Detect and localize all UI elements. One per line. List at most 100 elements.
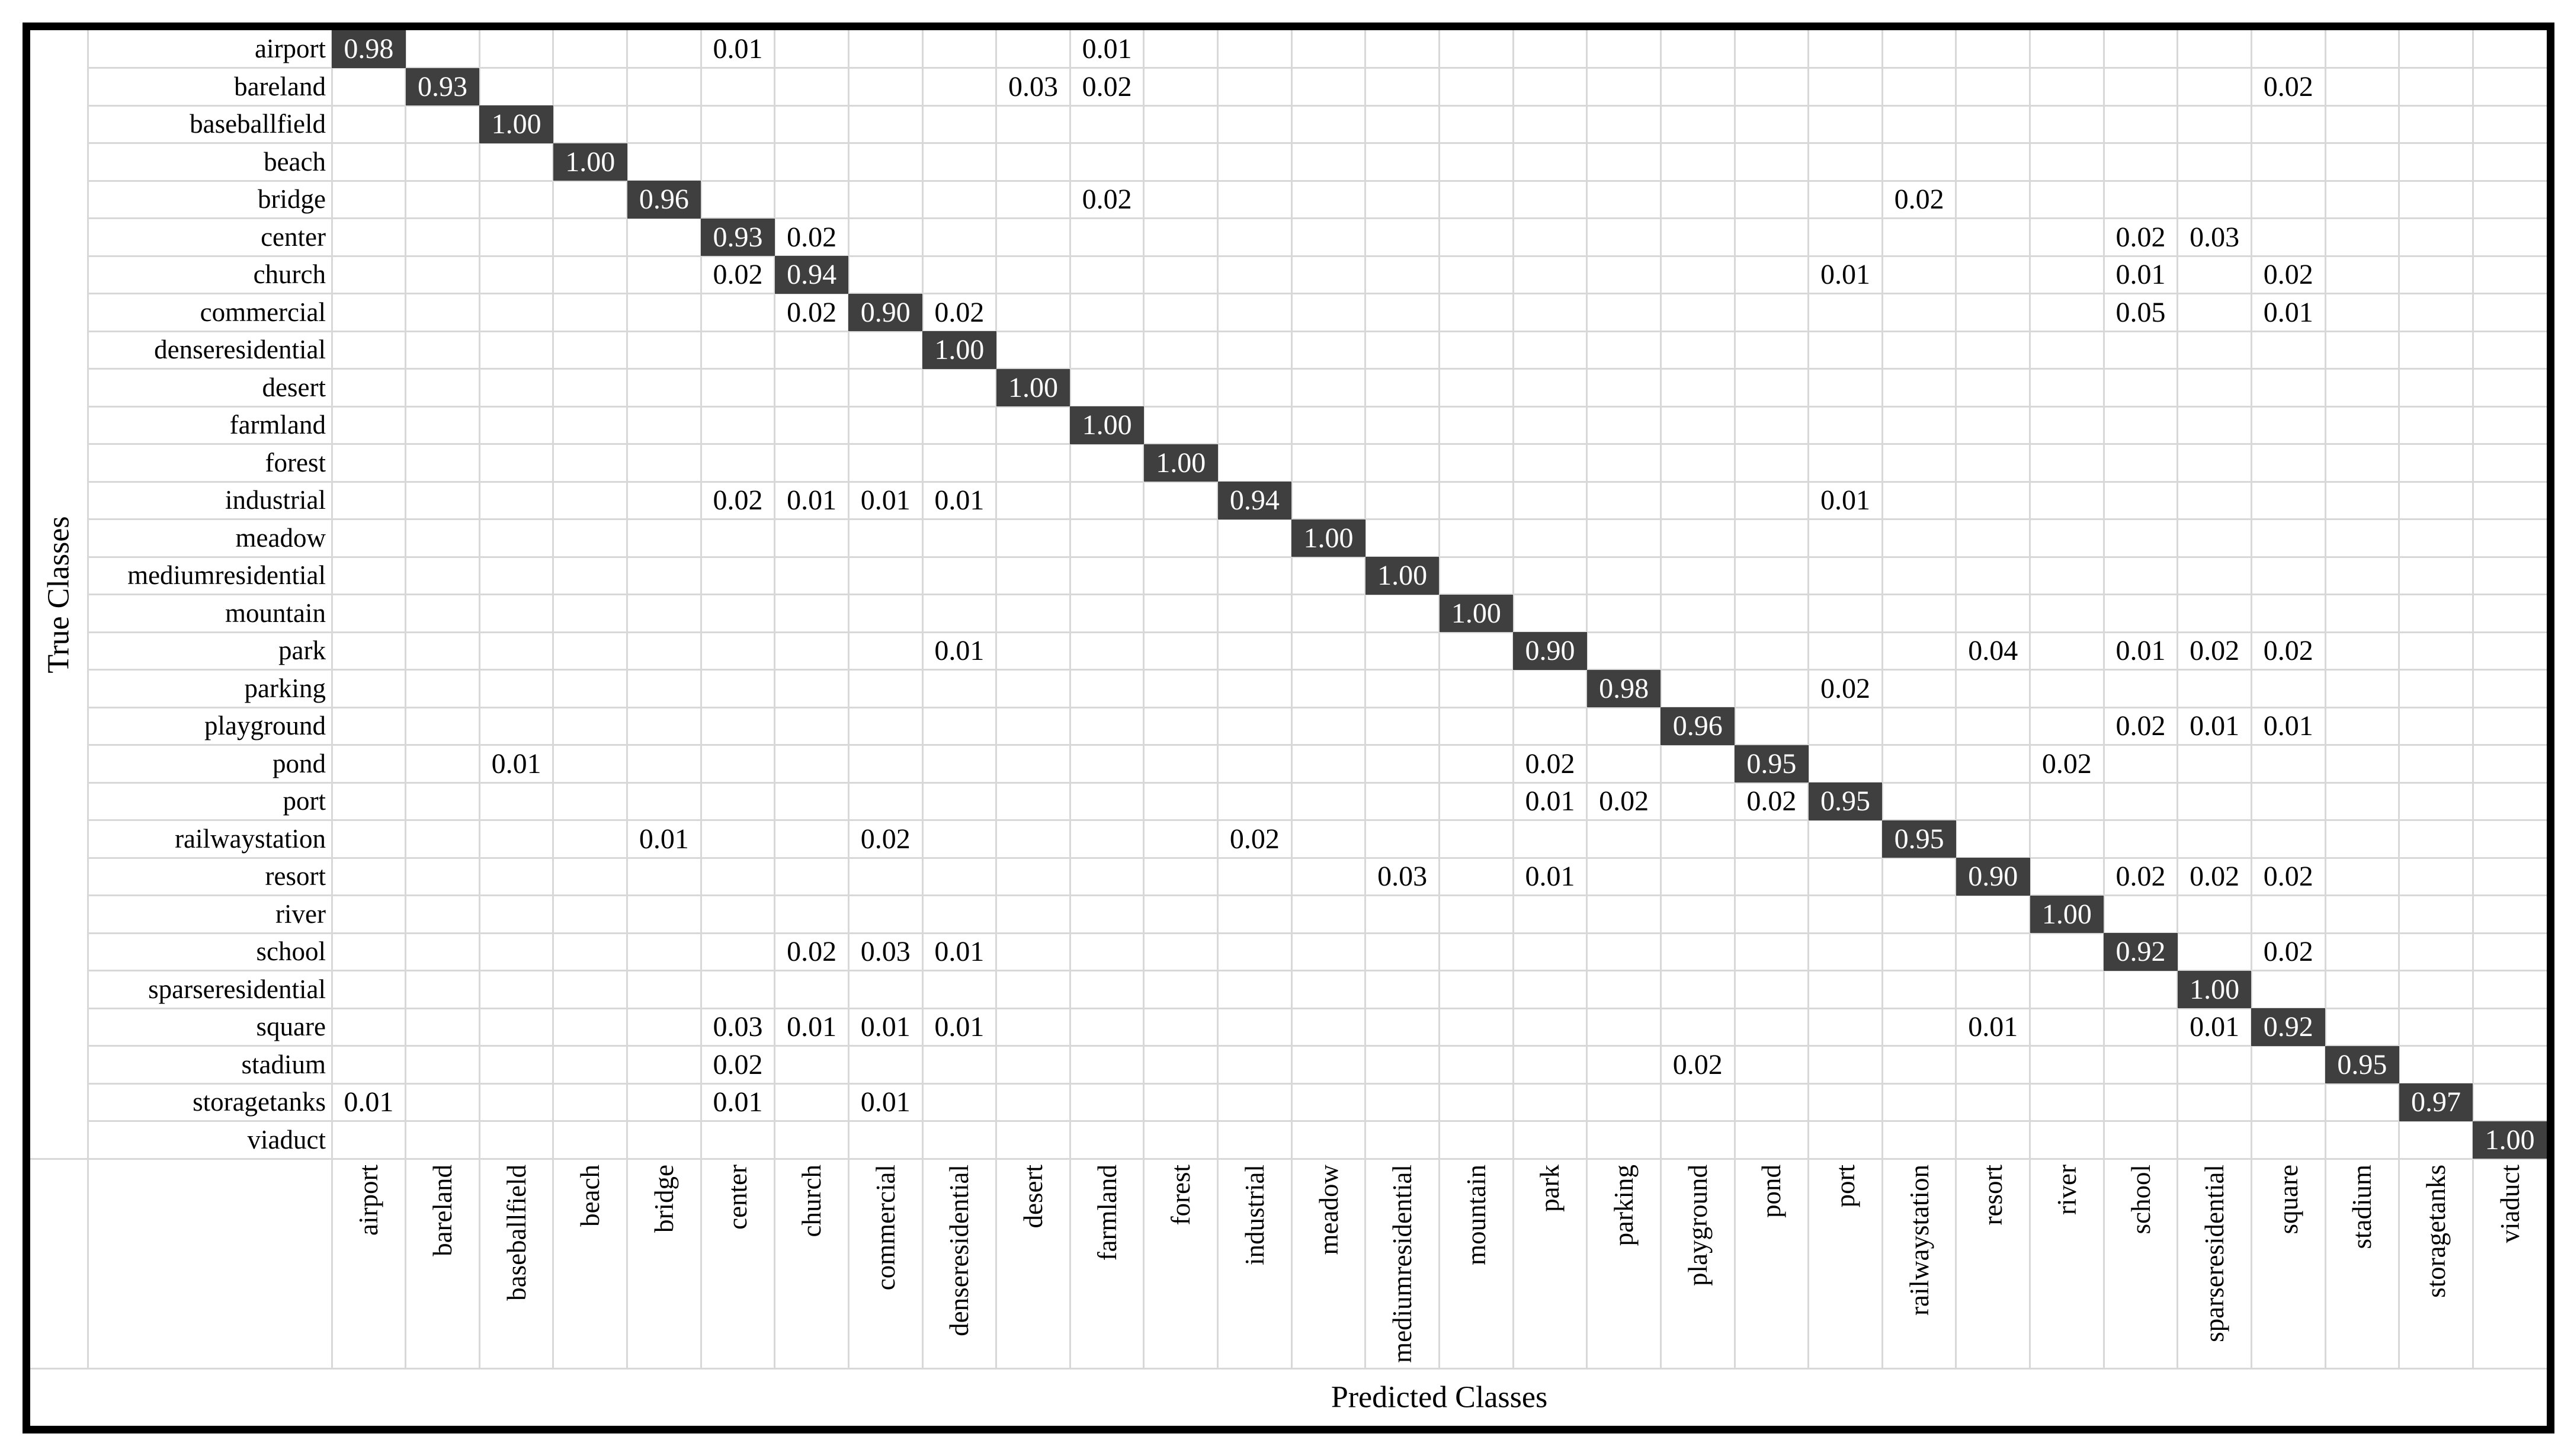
matrix-cell: 0.04 bbox=[1968, 635, 2018, 666]
gridline-horizontal bbox=[30, 1157, 2547, 1160]
matrix-cell: 0.03 bbox=[1008, 70, 1058, 102]
matrix-cell-diagonal: 1.00 bbox=[553, 143, 627, 181]
gridline-horizontal bbox=[30, 1367, 2547, 1370]
y-axis-title: True Classes bbox=[41, 515, 76, 674]
row-label: farmland bbox=[229, 410, 326, 440]
matrix-cell: 0.02 bbox=[713, 485, 763, 516]
matrix-cell: 0.01 bbox=[2115, 259, 2166, 290]
gridline-vertical bbox=[626, 30, 629, 1368]
matrix-cell: 0.02 bbox=[1082, 184, 1132, 215]
matrix-cell: 0.01 bbox=[713, 1086, 763, 1118]
column-label: resort bbox=[1978, 1165, 2008, 1226]
column-label: parking bbox=[1609, 1165, 1639, 1246]
gridline-vertical bbox=[2176, 30, 2179, 1368]
matrix-cell: 0.02 bbox=[2263, 70, 2313, 102]
gridline-horizontal bbox=[88, 1007, 2547, 1009]
matrix-cell-diagonal: 1.00 bbox=[1070, 406, 1144, 444]
gridline-horizontal bbox=[88, 669, 2547, 671]
column-label: storagetanks bbox=[2421, 1165, 2451, 1298]
column-label: meadow bbox=[1313, 1165, 1344, 1255]
matrix-cell: 0.02 bbox=[787, 936, 837, 967]
gridline-vertical bbox=[1069, 30, 1071, 1368]
row-label: bridge bbox=[258, 184, 326, 214]
matrix-cell: 0.02 bbox=[2041, 748, 2092, 780]
matrix-cell-diagonal: 1.00 bbox=[2473, 1121, 2547, 1159]
row-label: square bbox=[256, 1012, 326, 1041]
gridline-vertical bbox=[1807, 30, 1810, 1368]
gridline-vertical bbox=[2029, 30, 2031, 1368]
gridline-vertical bbox=[86, 30, 89, 1368]
row-label: church bbox=[253, 259, 326, 289]
gridline-horizontal bbox=[88, 255, 2547, 257]
row-label: resort bbox=[265, 861, 326, 891]
matrix-cell: 0.02 bbox=[1525, 748, 1575, 780]
gridline-horizontal bbox=[88, 405, 2547, 408]
gridline-vertical bbox=[2250, 30, 2252, 1368]
row-label: stadium bbox=[241, 1049, 326, 1079]
matrix-cell-diagonal: 1.00 bbox=[996, 368, 1070, 406]
gridline-vertical bbox=[995, 30, 998, 1368]
column-label: church bbox=[797, 1165, 827, 1237]
column-label: desert bbox=[1018, 1165, 1049, 1229]
matrix-cell-diagonal: 0.95 bbox=[2325, 1046, 2399, 1083]
row-label: sparseresidential bbox=[148, 974, 326, 1004]
x-axis-title: Predicted Classes bbox=[1331, 1380, 1548, 1414]
gridline-vertical bbox=[2102, 30, 2105, 1368]
column-label: pond bbox=[1756, 1165, 1787, 1218]
column-label: beach bbox=[575, 1165, 605, 1227]
row-label: mediumresidential bbox=[127, 560, 326, 590]
column-label: baseballfield bbox=[501, 1165, 531, 1301]
gridline-horizontal bbox=[88, 594, 2547, 595]
matrix-cell: 0.01 bbox=[860, 1011, 911, 1043]
column-label: square bbox=[2273, 1165, 2303, 1234]
column-label: bareland bbox=[427, 1165, 457, 1256]
column-label: denseresidential bbox=[944, 1165, 975, 1336]
column-label: port bbox=[1830, 1165, 1860, 1208]
matrix-cell-diagonal: 0.98 bbox=[1586, 669, 1661, 707]
gridline-horizontal bbox=[88, 104, 2547, 107]
matrix-cell: 0.02 bbox=[2263, 635, 2313, 666]
row-label: mountain bbox=[225, 598, 326, 628]
row-label: meadow bbox=[235, 522, 326, 553]
matrix-cell-diagonal: 0.96 bbox=[1661, 707, 1735, 745]
gridline-horizontal bbox=[88, 932, 2547, 934]
column-label: stadium bbox=[2347, 1165, 2377, 1249]
gridline-horizontal bbox=[88, 293, 2547, 294]
matrix-cell-diagonal: 0.90 bbox=[848, 293, 923, 331]
row-label: airport bbox=[255, 34, 326, 63]
gridline-horizontal bbox=[88, 1082, 2547, 1085]
gridline-vertical bbox=[1290, 30, 1293, 1368]
gridline-vertical bbox=[847, 30, 850, 1368]
gridline-vertical bbox=[331, 30, 333, 1368]
gridline-horizontal bbox=[88, 819, 2547, 821]
column-label: playground bbox=[1682, 1165, 1713, 1286]
matrix-cell-diagonal: 0.90 bbox=[1513, 632, 1587, 670]
matrix-cell: 0.01 bbox=[491, 748, 541, 780]
gridline-vertical bbox=[405, 30, 407, 1368]
matrix-cell: 0.03 bbox=[2190, 221, 2240, 253]
matrix-cell: 0.01 bbox=[2190, 710, 2240, 742]
gridline-vertical bbox=[552, 30, 554, 1368]
matrix-cell-diagonal: 0.95 bbox=[1882, 820, 1956, 858]
column-label: viaduct bbox=[2495, 1165, 2525, 1243]
matrix-cell: 0.02 bbox=[1894, 184, 1944, 215]
matrix-cell: 0.02 bbox=[2263, 936, 2313, 967]
row-label: parking bbox=[244, 673, 326, 703]
matrix-cell: 0.01 bbox=[1820, 485, 1870, 516]
gridline-vertical bbox=[2472, 30, 2474, 1368]
row-label: port bbox=[283, 786, 326, 816]
column-label: mountain bbox=[1461, 1165, 1491, 1265]
column-label: center bbox=[723, 1165, 753, 1230]
gridline-vertical bbox=[2398, 30, 2400, 1368]
matrix-cell: 0.01 bbox=[787, 1011, 837, 1043]
column-label: farmland bbox=[1092, 1165, 1122, 1261]
row-label: industrial bbox=[225, 485, 326, 515]
matrix-cell-diagonal: 0.92 bbox=[2104, 933, 2178, 971]
matrix-cell: 0.01 bbox=[1968, 1011, 2018, 1043]
matrix-cell: 0.01 bbox=[1820, 259, 1870, 290]
row-label: park bbox=[278, 636, 326, 665]
gridline-horizontal bbox=[88, 142, 2547, 144]
gridline-vertical bbox=[1659, 30, 1662, 1368]
column-label: sparseresidential bbox=[2200, 1165, 2230, 1342]
